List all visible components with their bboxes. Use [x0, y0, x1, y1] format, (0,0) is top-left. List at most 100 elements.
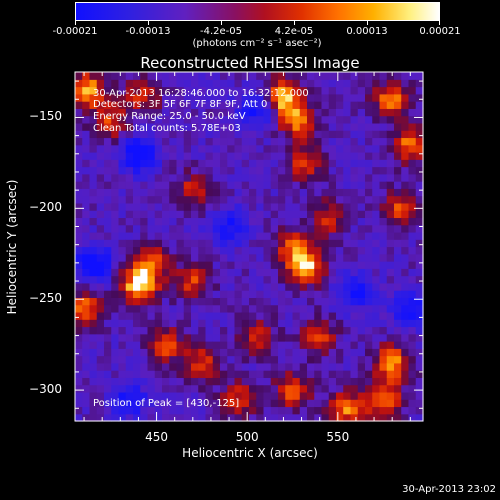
heatmap-cell — [227, 115, 236, 124]
heatmap-cell — [314, 311, 323, 320]
heatmap-cell — [75, 377, 83, 386]
heatmap-cell — [82, 268, 91, 277]
heatmap-cell — [256, 261, 265, 269]
heatmap-cell — [140, 231, 149, 240]
heatmap-cell — [241, 137, 250, 146]
heatmap-cell — [328, 246, 337, 255]
heatmap-cell — [408, 231, 417, 240]
heatmap-cell — [372, 377, 381, 386]
heatmap-cell — [357, 144, 366, 153]
heatmap-cell — [270, 231, 279, 240]
heatmap-cell — [357, 86, 366, 95]
heatmap-cell — [162, 275, 170, 284]
heatmap-cell — [82, 341, 91, 349]
heatmap-cell — [227, 311, 236, 320]
heatmap-cell — [299, 311, 308, 320]
heatmap-cell — [263, 151, 272, 160]
heatmap-cell — [147, 406, 156, 415]
heatmap-cell — [212, 188, 221, 197]
heatmap-cell — [365, 253, 373, 262]
heatmap-cell — [350, 253, 359, 262]
heatmap-cell — [357, 101, 366, 109]
heatmap-cell — [285, 137, 294, 146]
heatmap-cell — [96, 101, 105, 109]
heatmap-cell — [328, 399, 337, 408]
heatmap-cell — [415, 159, 424, 168]
heatmap-cell — [162, 413, 170, 422]
heatmap-cell — [227, 224, 236, 233]
heatmap-cell — [350, 399, 359, 408]
heatmap-cell — [125, 130, 134, 139]
heatmap-cell — [401, 79, 410, 88]
heatmap-cell — [227, 319, 236, 328]
heatmap-cell — [372, 101, 381, 109]
heatmap-cell — [321, 86, 330, 95]
heatmap-cell — [321, 370, 330, 378]
heatmap-cell — [415, 202, 424, 211]
heatmap-cell — [336, 253, 344, 262]
heatmap-cell — [140, 370, 149, 378]
heatmap-cell — [408, 391, 417, 400]
heatmap-cell — [118, 137, 127, 146]
heatmap-cell — [140, 151, 149, 160]
heatmap-cell — [220, 246, 228, 255]
heatmap-cell — [285, 151, 294, 160]
heatmap-cell — [263, 326, 272, 335]
heatmap-cell — [147, 268, 156, 277]
heatmap-cell — [82, 188, 91, 197]
heatmap-cell — [125, 79, 134, 88]
heatmap-cell — [191, 137, 199, 146]
heatmap-cell — [104, 391, 112, 400]
heatmap-cell — [263, 202, 272, 211]
heatmap-cell — [118, 224, 127, 233]
heatmap-cell — [379, 377, 388, 386]
heatmap-cell — [386, 210, 395, 219]
info-method-counts: Clean Total counts: 5.78E+03 — [93, 123, 241, 134]
heatmap-cell — [386, 275, 395, 284]
heatmap-cell — [350, 275, 359, 284]
heatmap-cell — [183, 231, 192, 240]
heatmap-cell — [118, 391, 127, 400]
heatmap-cell — [104, 231, 112, 240]
heatmap-cell — [415, 362, 424, 371]
heatmap-cell — [357, 239, 366, 248]
heatmap-cell — [365, 413, 373, 422]
heatmap-cell — [96, 341, 105, 349]
heatmap-cell — [357, 188, 366, 197]
y-tick-label: −150 — [29, 109, 62, 124]
heatmap-cell — [104, 362, 112, 371]
heatmap-cell — [89, 297, 98, 306]
heatmap-cell — [133, 173, 141, 182]
heatmap-cell — [212, 151, 221, 160]
heatmap-cell — [118, 399, 127, 408]
heatmap-cell — [154, 377, 163, 386]
heatmap-cell — [401, 93, 410, 102]
heatmap-cell — [350, 86, 359, 95]
heatmap-cell — [89, 246, 98, 255]
heatmap-cell — [415, 275, 424, 284]
heatmap-cell — [328, 79, 337, 88]
heatmap-cell — [379, 406, 388, 415]
heatmap-cell — [111, 130, 120, 139]
heatmap-cell — [82, 246, 91, 255]
heatmap-cell — [169, 304, 178, 313]
heatmap-cell — [386, 399, 395, 408]
heatmap-cell — [278, 391, 286, 400]
heatmap-cell — [270, 362, 279, 371]
heatmap-cell — [241, 275, 250, 284]
heatmap-cell — [162, 224, 170, 233]
heatmap-cell — [111, 333, 120, 342]
heatmap-cell — [365, 108, 373, 117]
heatmap-cell — [357, 333, 366, 342]
heatmap-cell — [212, 144, 221, 153]
heatmap-cell — [104, 275, 112, 284]
heatmap-cell — [154, 72, 163, 80]
heatmap-cell — [104, 210, 112, 219]
heatmap-cell — [307, 188, 315, 197]
heatmap-cell — [415, 137, 424, 146]
colorbar — [75, 2, 440, 21]
heatmap-cell — [343, 108, 352, 117]
heatmap-cell — [162, 246, 170, 255]
heatmap-cell — [198, 348, 207, 357]
heatmap-cell — [357, 341, 366, 349]
